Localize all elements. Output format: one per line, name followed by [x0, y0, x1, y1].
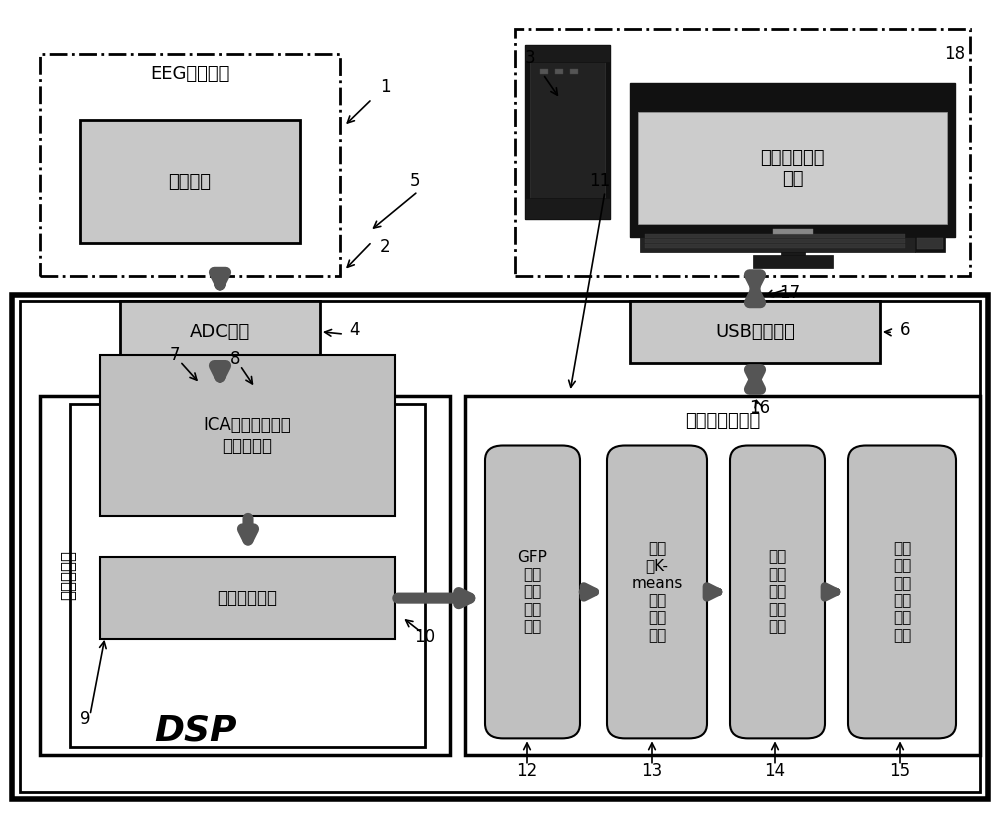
- Bar: [645, 239, 905, 243]
- Bar: [540, 69, 548, 74]
- Bar: [40, 54, 340, 276]
- Bar: [100, 355, 395, 516]
- Bar: [100, 557, 395, 639]
- Bar: [630, 83, 955, 237]
- Text: 8: 8: [230, 350, 240, 368]
- Bar: [630, 301, 880, 363]
- Bar: [515, 29, 970, 276]
- Text: 13: 13: [641, 762, 663, 780]
- Text: 12: 12: [516, 762, 538, 780]
- Text: ICA去除肌电、眼
电噪声模块: ICA去除肌电、眼 电噪声模块: [204, 416, 291, 455]
- Bar: [915, 235, 945, 252]
- Text: 微状态分析模块: 微状态分析模块: [685, 412, 760, 430]
- FancyBboxPatch shape: [730, 446, 825, 738]
- Bar: [645, 244, 905, 248]
- Bar: [638, 112, 947, 224]
- Text: 改进
的K-
means
聚类
算法
模块: 改进 的K- means 聚类 算法 模块: [631, 541, 683, 643]
- Bar: [80, 120, 300, 243]
- Text: DSP: DSP: [154, 713, 236, 747]
- Bar: [70, 404, 425, 747]
- Text: 18: 18: [944, 45, 966, 63]
- Bar: [40, 396, 450, 755]
- Text: 3: 3: [525, 49, 535, 67]
- Text: 9: 9: [80, 710, 90, 728]
- Text: 带通滤波模块: 带通滤波模块: [218, 589, 278, 607]
- Bar: [530, 54, 605, 210]
- Text: 11: 11: [589, 172, 611, 191]
- Text: 17: 17: [779, 284, 801, 302]
- Bar: [120, 301, 320, 363]
- Bar: [570, 69, 578, 74]
- Bar: [780, 235, 804, 257]
- Text: 2: 2: [380, 238, 390, 257]
- FancyBboxPatch shape: [607, 446, 707, 738]
- Text: EEG采集设备: EEG采集设备: [150, 65, 230, 83]
- Text: 16: 16: [749, 399, 771, 417]
- Text: 5: 5: [410, 172, 420, 191]
- Bar: [465, 396, 980, 755]
- FancyBboxPatch shape: [485, 446, 580, 738]
- Bar: [640, 233, 915, 252]
- Text: USB通讯模块: USB通讯模块: [715, 323, 795, 341]
- FancyBboxPatch shape: [848, 446, 956, 738]
- Bar: [525, 45, 610, 219]
- Text: 7: 7: [170, 346, 180, 364]
- Text: 14: 14: [764, 762, 786, 780]
- Text: 实时人机交互
界面: 实时人机交互 界面: [760, 148, 825, 188]
- Bar: [753, 255, 832, 268]
- Text: 4: 4: [350, 321, 360, 339]
- Text: 1: 1: [380, 78, 390, 96]
- Text: GFP
计算
与预
处理
模块: GFP 计算 与预 处理 模块: [518, 549, 547, 634]
- Bar: [917, 238, 943, 249]
- Bar: [12, 295, 988, 799]
- Text: 6: 6: [900, 321, 910, 339]
- Text: 10: 10: [414, 628, 436, 646]
- Text: 预处理模块: 预处理模块: [59, 550, 77, 601]
- Bar: [645, 234, 905, 238]
- Text: ADC模块: ADC模块: [190, 323, 250, 341]
- Text: 15: 15: [889, 762, 911, 780]
- Text: 微状
态类
反向
耦合
模块: 微状 态类 反向 耦合 模块: [768, 549, 787, 634]
- Bar: [525, 198, 610, 219]
- Bar: [20, 301, 980, 792]
- Bar: [555, 69, 563, 74]
- Text: 电极阵列: 电极阵列: [168, 172, 212, 191]
- Text: 微状
态类
特征
参数
提取
模块: 微状 态类 特征 参数 提取 模块: [893, 541, 911, 643]
- Bar: [772, 229, 812, 234]
- Bar: [525, 45, 610, 62]
- Bar: [630, 227, 955, 237]
